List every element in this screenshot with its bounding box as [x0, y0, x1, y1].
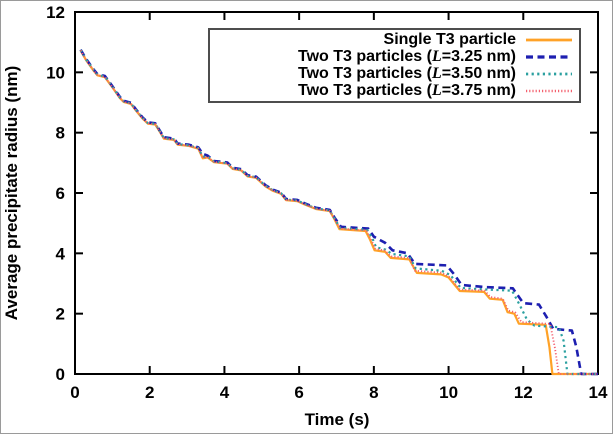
- y-tick-label: 12: [46, 3, 65, 22]
- x-tick-label: 10: [439, 383, 458, 402]
- y-tick-label: 2: [56, 305, 65, 324]
- legend-label: Two T3 particles (L=3.50 nm): [298, 64, 516, 82]
- x-tick-label: 0: [70, 383, 79, 402]
- legend-label: Single T3 particle: [383, 31, 516, 49]
- x-tick-label: 2: [145, 383, 154, 402]
- legend-entry-two-t3-350: Two T3 particles (L=3.50 nm): [210, 64, 573, 82]
- legend-line-sample: [526, 38, 572, 42]
- y-tick-label: 0: [56, 365, 65, 384]
- x-axis-title: Time (s): [305, 410, 370, 429]
- y-tick-label: 4: [56, 244, 66, 263]
- y-tick-label: 6: [56, 184, 65, 203]
- legend-label: Two T3 particles (L=3.75 nm): [298, 81, 516, 99]
- legend-line-sample: [526, 89, 572, 92]
- legend-line-sample: [526, 55, 572, 59]
- y-tick-label: 8: [56, 124, 65, 143]
- legend-entry-two-t3-375: Two T3 particles (L=3.75 nm): [210, 81, 573, 99]
- legend-label: Two T3 particles (L=3.25 nm): [298, 48, 516, 66]
- legend-entry-single-t3: Single T3 particle: [210, 32, 573, 48]
- x-tick-label: 14: [589, 383, 608, 402]
- legend-box: Single T3 particle Two T3 particles (L=3…: [208, 28, 581, 103]
- legend-entry-two-t3-325: Two T3 particles (L=3.25 nm): [210, 49, 573, 65]
- x-tick-label: 4: [220, 383, 230, 402]
- y-tick-label: 10: [46, 63, 65, 82]
- y-axis-title: Average precipitate radius (nm): [2, 66, 21, 320]
- legend-line-sample: [526, 72, 572, 76]
- series-line-3: [79, 49, 598, 375]
- x-tick-label: 8: [369, 383, 378, 402]
- x-tick-label: 12: [514, 383, 533, 402]
- series-line-2: [79, 49, 598, 376]
- x-tick-label: 6: [294, 383, 303, 402]
